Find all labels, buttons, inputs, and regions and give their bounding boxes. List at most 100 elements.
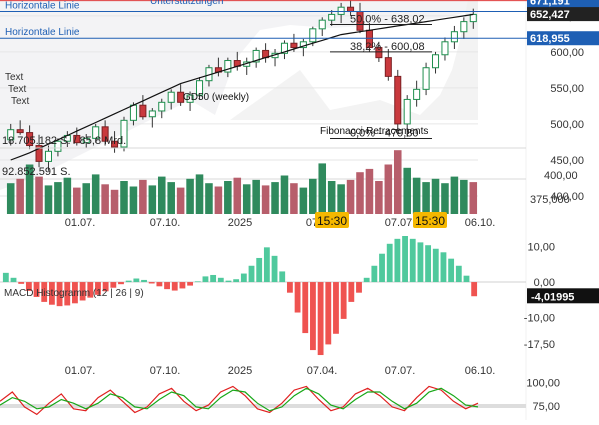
ma50-line <box>10 13 474 161</box>
candle-body <box>44 150 53 162</box>
price-channel-area <box>0 0 478 190</box>
candle-body <box>186 94 194 103</box>
candle-body <box>129 104 137 121</box>
text-annotation: Text <box>8 84 27 95</box>
candle-body <box>337 6 345 15</box>
fibonacci-level-label: 38,2% - 600,08 <box>350 41 425 53</box>
price-channel-lower <box>230 0 478 120</box>
macd-bar <box>102 282 109 292</box>
volume-bar <box>167 182 175 214</box>
macd-bar <box>148 282 155 284</box>
macd-title: MACD Histogramm (12 | 26 | 9) <box>4 288 144 299</box>
volume-bar <box>271 182 279 214</box>
macd-bar <box>386 243 393 283</box>
fibonacci-level-label: 50,0% - 638,02 <box>350 13 425 25</box>
volume-bar <box>393 150 402 214</box>
macd-bar <box>425 245 432 283</box>
text-annotation: Text <box>5 72 24 83</box>
volume-bar <box>384 164 393 214</box>
volume-bar <box>233 177 242 214</box>
volume-bar <box>214 186 223 214</box>
candle-body <box>111 140 119 148</box>
volume-bar <box>469 182 478 214</box>
candle-body <box>158 101 166 112</box>
macd-bar <box>110 282 117 288</box>
candle-body <box>101 126 109 142</box>
macd-bar <box>118 282 124 285</box>
volume-bar <box>63 177 72 214</box>
macd-current-badge <box>527 288 599 304</box>
candle-body <box>35 145 43 162</box>
macd-bar <box>48 282 55 305</box>
volume-bar <box>157 176 166 214</box>
macd-bar <box>371 265 378 283</box>
price-x-tick-label: 06.10. <box>465 217 496 229</box>
volume-bar <box>176 187 185 214</box>
candle-body <box>54 140 62 152</box>
macd-bar <box>25 282 32 291</box>
macd-bar <box>294 282 301 313</box>
volume-bar <box>242 184 251 214</box>
macd-bar <box>171 282 178 291</box>
horizontal-line-label: Horizontale Linie <box>5 1 80 12</box>
volume-bar <box>309 178 317 214</box>
price-y-tick-label: 600,00 <box>550 47 584 59</box>
candle-body <box>73 134 81 144</box>
fibonacci-level-label: 0,0% - 479,80 <box>350 127 419 139</box>
candle-body <box>16 129 24 134</box>
macd-bar <box>348 282 355 302</box>
macd-x-tick-label: 07.10. <box>150 365 181 377</box>
macd-x-tick-label: 01.07. <box>65 365 96 377</box>
volume-bar <box>356 172 364 214</box>
macd-bar <box>333 282 339 334</box>
price-x-tick-label: 01.07. <box>65 217 96 229</box>
candle-body <box>394 75 402 125</box>
text-annotation: Text <box>11 96 30 107</box>
volume-bar <box>450 176 459 214</box>
macd-bar <box>363 277 370 283</box>
macd-bar <box>2 272 9 283</box>
volume-bar <box>195 174 204 214</box>
macd-bar <box>79 282 86 301</box>
volume-bar <box>365 168 374 214</box>
ma-label: GD50 (weekly) <box>183 92 249 103</box>
candle-body <box>139 104 147 118</box>
fibonacci-title: Fibonacci-Retracements <box>320 126 428 137</box>
candle-body <box>450 31 458 43</box>
macd-bar <box>233 279 240 283</box>
macd-bar <box>33 282 40 297</box>
macd-bar <box>202 276 209 283</box>
volume-bar <box>148 185 157 214</box>
macd-bar <box>279 271 286 283</box>
candle-body <box>120 119 128 148</box>
macd-bar <box>187 282 194 286</box>
candle-body <box>384 57 392 77</box>
macd-bar <box>95 282 101 295</box>
macd-bar <box>41 282 48 302</box>
volume-bar <box>346 179 355 214</box>
candle-body <box>309 28 317 43</box>
price-y-tick-label: 400,00 <box>550 191 584 203</box>
macd-bar <box>56 282 63 307</box>
macd-bar <box>240 273 247 283</box>
candle-body <box>441 41 449 56</box>
macd-y-tick-label: 0,00 <box>534 277 555 289</box>
macd-bar <box>448 258 455 283</box>
volume-bar <box>441 183 449 214</box>
macd-bar <box>10 277 17 283</box>
macd-bar <box>125 280 132 283</box>
volume-bar <box>101 184 109 214</box>
candle-body <box>460 21 468 33</box>
candle-body <box>7 129 15 141</box>
candle-body <box>92 126 100 139</box>
macd-bar <box>156 282 163 287</box>
macd-bar <box>248 265 255 283</box>
candle-body <box>148 110 156 118</box>
candle-body <box>26 132 34 147</box>
osc-y-tick-label: 75,00 <box>532 401 560 413</box>
candle-body <box>328 13 336 21</box>
candle-body <box>177 91 185 103</box>
candle-body <box>469 13 477 23</box>
